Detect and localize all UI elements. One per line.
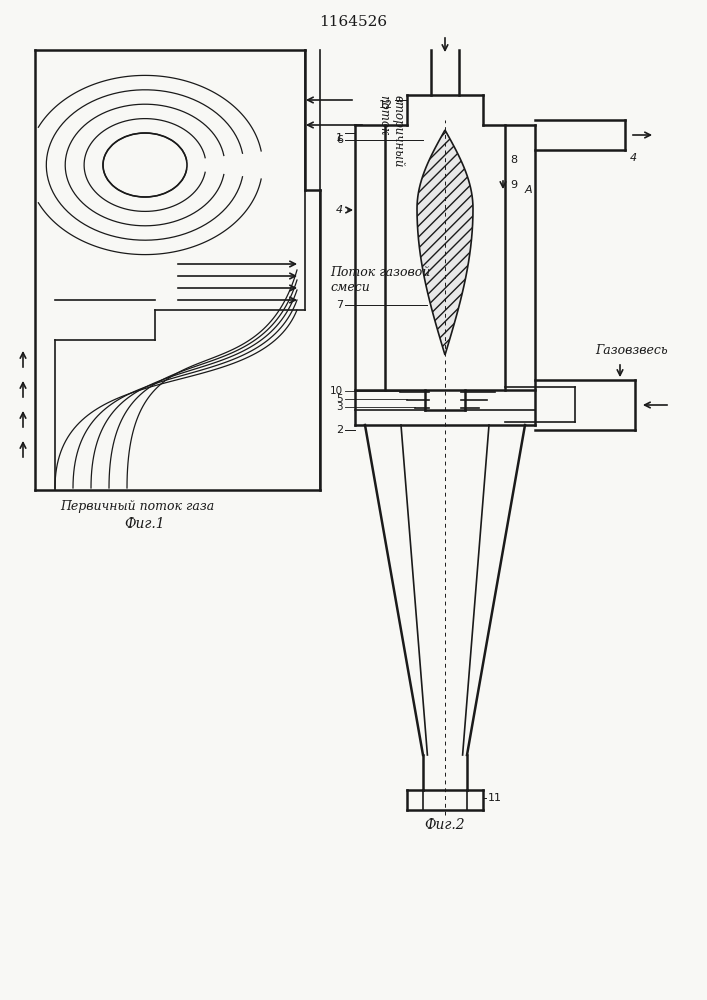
Text: Фиг.1: Фиг.1 bbox=[124, 517, 165, 531]
Text: 12: 12 bbox=[379, 100, 393, 110]
Text: 9: 9 bbox=[510, 180, 517, 190]
Text: 11: 11 bbox=[488, 793, 502, 803]
Text: Первичный поток газа: Первичный поток газа bbox=[60, 500, 214, 513]
Text: Фиг.2: Фиг.2 bbox=[425, 818, 465, 832]
Text: 3: 3 bbox=[337, 402, 343, 412]
Text: вторичный
поток: вторичный поток bbox=[377, 95, 405, 167]
Text: 2: 2 bbox=[336, 425, 343, 435]
Text: 7: 7 bbox=[336, 300, 343, 310]
Text: 4: 4 bbox=[630, 153, 637, 163]
Text: Поток газовой
смеси: Поток газовой смеси bbox=[330, 266, 431, 294]
Text: 5: 5 bbox=[337, 394, 343, 404]
Text: A: A bbox=[525, 185, 532, 195]
Text: 10: 10 bbox=[330, 386, 343, 396]
Text: 4: 4 bbox=[336, 205, 343, 215]
Text: 8: 8 bbox=[510, 155, 517, 165]
Text: 1164526: 1164526 bbox=[319, 15, 387, 29]
Text: Газовзвесь: Газовзвесь bbox=[595, 344, 667, 357]
Text: 6: 6 bbox=[336, 135, 343, 145]
Polygon shape bbox=[417, 130, 473, 355]
Text: 1: 1 bbox=[336, 133, 343, 143]
